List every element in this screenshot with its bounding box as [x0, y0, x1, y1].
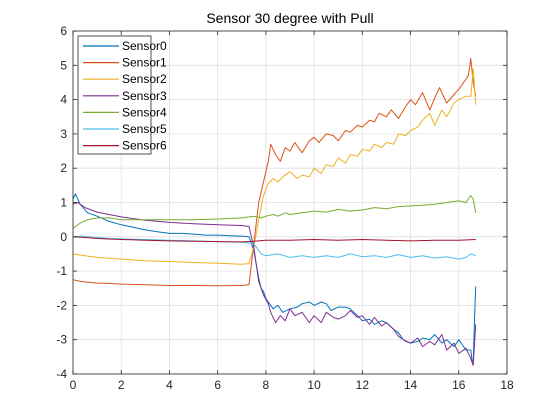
y-tick-label: 5 — [60, 58, 67, 72]
y-tick-label: 6 — [60, 24, 67, 38]
series-line-sensor1 — [72, 57, 477, 287]
x-tick-label: 16 — [452, 378, 466, 392]
series-line-sensor6 — [72, 236, 476, 243]
y-tick-label: 2 — [60, 161, 67, 175]
x-tick-label: 12 — [356, 378, 370, 392]
legend-label-sensor5: Sensor5 — [122, 122, 167, 136]
chart-title: Sensor 30 degree with Pull — [206, 10, 373, 26]
series-line-sensor5 — [72, 235, 476, 260]
legend-label-sensor3: Sensor3 — [122, 89, 167, 103]
series-line-sensor4 — [72, 195, 477, 229]
legend-label-sensor0: Sensor0 — [122, 39, 167, 53]
x-tick-label: 0 — [70, 378, 77, 392]
legend-box — [77, 35, 152, 155]
y-tick-label: -4 — [56, 367, 67, 381]
series-line-sensor0 — [72, 193, 477, 363]
series-line-sensor3 — [72, 202, 477, 366]
y-tick-label: 3 — [60, 127, 67, 141]
series-line-sensor2 — [72, 68, 477, 265]
y-tick-label: -3 — [56, 333, 67, 347]
legend-label-sensor1: Sensor1 — [122, 56, 167, 70]
y-tick-label: -2 — [56, 298, 67, 312]
x-tick-label: 4 — [166, 378, 173, 392]
x-tick-label: 8 — [263, 378, 270, 392]
grid-lines — [72, 30, 508, 375]
y-tick-label: 0 — [60, 230, 67, 244]
x-tick-label: 2 — [118, 378, 125, 392]
x-tick-label: 10 — [307, 378, 321, 392]
legend-label-sensor6: Sensor6 — [122, 139, 167, 153]
legend: Sensor0 Sensor1 Sensor2 Sensor3 Sensor4 Senso… — [77, 35, 167, 155]
y-tick-label: -1 — [56, 264, 67, 278]
legend-label-sensor2: Sensor2 — [122, 72, 167, 86]
series-lines — [72, 57, 477, 366]
x-tick-label: 18 — [500, 378, 514, 392]
x-tick-label: 6 — [214, 378, 221, 392]
x-tick-label: 14 — [404, 378, 418, 392]
legend-label-sensor4: Sensor4 — [122, 105, 167, 119]
y-tick-label: 4 — [60, 93, 67, 107]
y-tick-label: 1 — [60, 196, 67, 210]
